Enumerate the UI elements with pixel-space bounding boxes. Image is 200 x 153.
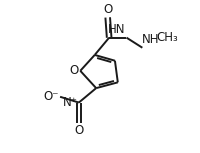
Text: N⁺: N⁺ [62, 96, 77, 109]
Text: O⁻: O⁻ [43, 90, 58, 103]
Text: CH₃: CH₃ [156, 31, 178, 44]
Text: NH: NH [142, 33, 159, 46]
Text: HN: HN [107, 23, 124, 36]
Text: O: O [103, 3, 112, 16]
Text: O: O [74, 124, 83, 137]
Text: O: O [69, 64, 78, 77]
